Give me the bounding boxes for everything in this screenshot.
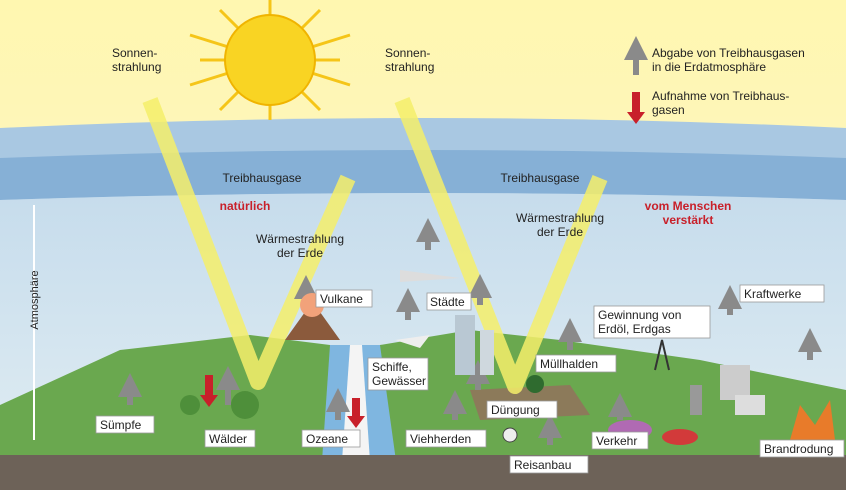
greenhouse-label: Treibhausgase [223, 171, 302, 185]
source-label: Vulkane [320, 292, 363, 306]
source-label: Städte [430, 295, 465, 309]
natural-label: natürlich [220, 199, 271, 213]
sun-label: Sonnen-strahlung [112, 46, 161, 74]
source-label: Verkehr [596, 434, 637, 448]
source-label: Brandrodung [764, 442, 833, 456]
source-label: Düngung [491, 403, 540, 417]
greenhouse-label: Treibhausgase [501, 171, 580, 185]
sun-label: Sonnen-strahlung [385, 46, 434, 74]
source-label: Kraftwerke [744, 287, 802, 301]
atmosphere-label: Atmosphäre [29, 270, 41, 329]
source-label: Reisanbau [514, 458, 571, 472]
source-label: Wälder [209, 432, 247, 446]
source-label: Sümpfe [100, 418, 142, 432]
source-label: Ozeane [306, 432, 348, 446]
source-label: Viehherden [410, 432, 471, 446]
greenhouse-diagram: Sonnen-strahlung Sonnen-strahlung Abgabe… [0, 0, 846, 490]
source-label: Müllhalden [540, 357, 598, 371]
